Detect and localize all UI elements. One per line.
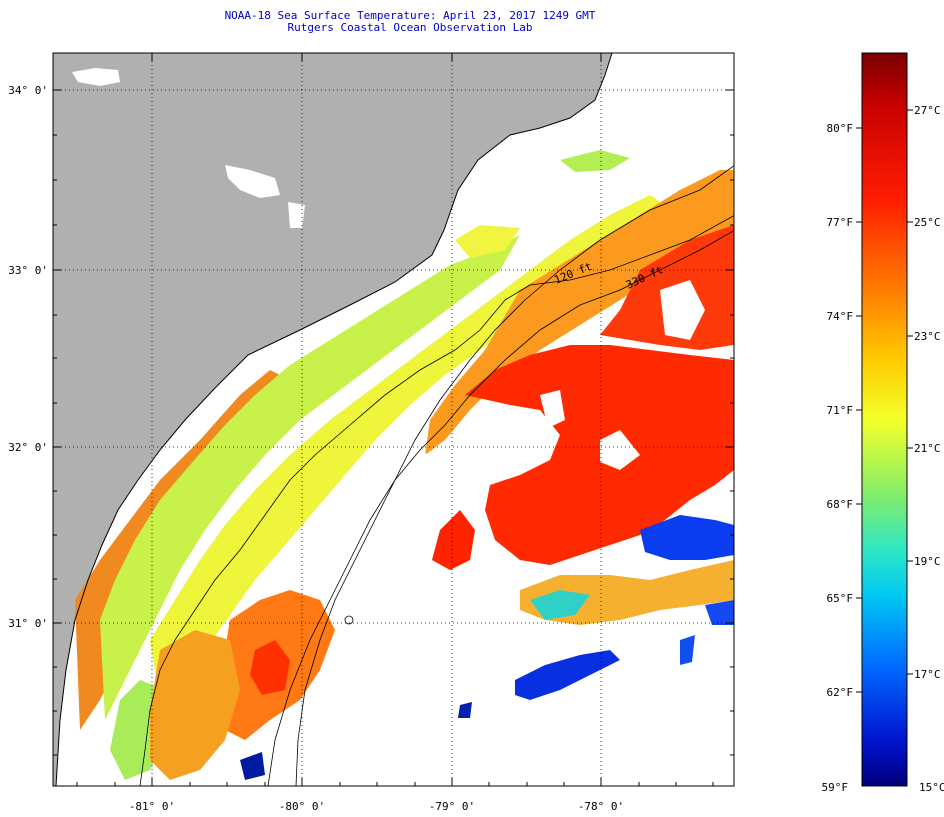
colorbar-label-f: 62°F <box>827 686 854 699</box>
map-title: NOAA-18 Sea Surface Temperature: April 2… <box>224 9 596 22</box>
colorbar-label-c: 27°C <box>914 104 941 117</box>
cloud-patch <box>660 280 705 340</box>
colorbar-label-c: 25°C <box>914 216 941 229</box>
inland-cloud <box>288 202 305 228</box>
sst-cold-south <box>240 752 265 780</box>
colorbar-label-f: 65°F <box>827 592 854 605</box>
sst-cold-east <box>640 515 734 560</box>
colorbar-label-f: 80°F <box>827 122 854 135</box>
sst-map <box>53 53 734 786</box>
sst-cold-south-2 <box>458 702 472 718</box>
land-mass <box>53 53 612 786</box>
sst-yellow-north <box>455 225 520 258</box>
colorbar-label-f: 68°F <box>827 498 854 511</box>
axis-ticks <box>53 53 734 786</box>
lat-label: 32° 0' <box>8 441 48 454</box>
colorbar-label-f: 59°F <box>822 781 849 794</box>
colorbar-label-c: 15°C <box>919 781 944 794</box>
colorbar-label-f: 71°F <box>827 404 854 417</box>
sst-cold-east-3 <box>680 635 695 665</box>
inland-cloud <box>72 68 120 86</box>
lon-label: -78° 0' <box>578 800 624 813</box>
coastline <box>55 53 613 786</box>
map-subtitle: Rutgers Coastal Ocean Observation Lab <box>287 21 533 34</box>
sst-shelf-green <box>100 235 520 720</box>
colorbar-label-c: 21°C <box>914 442 941 455</box>
lat-label: 31° 0' <box>8 617 48 630</box>
colorbar-label-c: 19°C <box>914 555 941 568</box>
graticule <box>53 53 734 786</box>
inland-cloud <box>655 88 700 100</box>
isobath-120ft <box>139 215 734 786</box>
temperature-colorbar <box>861 52 908 787</box>
sst-orange-sw <box>150 630 240 780</box>
sst-red-eddy <box>432 510 475 570</box>
lat-label: 33° 0' <box>8 264 48 277</box>
colorbar-label-f: 74°F <box>827 310 854 323</box>
sst-cyan-patch <box>530 590 590 620</box>
lon-label: -79° 0' <box>429 800 475 813</box>
cloud-patch <box>540 390 565 428</box>
lon-label: -80° 0' <box>279 800 325 813</box>
sst-orange-band <box>425 170 734 455</box>
isobath-330ft <box>267 230 734 786</box>
colorbar-label-c: 23°C <box>914 330 941 343</box>
island-marker <box>344 615 354 625</box>
colorbar-ticks <box>856 109 913 693</box>
colorbar-label-c: 17°C <box>914 668 941 681</box>
sst-cold-east-2 <box>705 600 734 625</box>
offshore-boundary <box>295 165 734 786</box>
lon-label: -81° 0' <box>129 800 175 813</box>
sst-green-patch-north <box>560 150 630 172</box>
sst-cold-patch <box>515 650 620 700</box>
lat-label: 34° 0' <box>8 84 48 97</box>
map-frame <box>52 52 735 787</box>
cloud-patch <box>600 430 640 470</box>
sst-red-small <box>250 640 290 695</box>
colorbar-label-f: 77°F <box>827 216 854 229</box>
inland-cloud <box>225 165 280 198</box>
sst-gulf-stream <box>465 345 734 565</box>
